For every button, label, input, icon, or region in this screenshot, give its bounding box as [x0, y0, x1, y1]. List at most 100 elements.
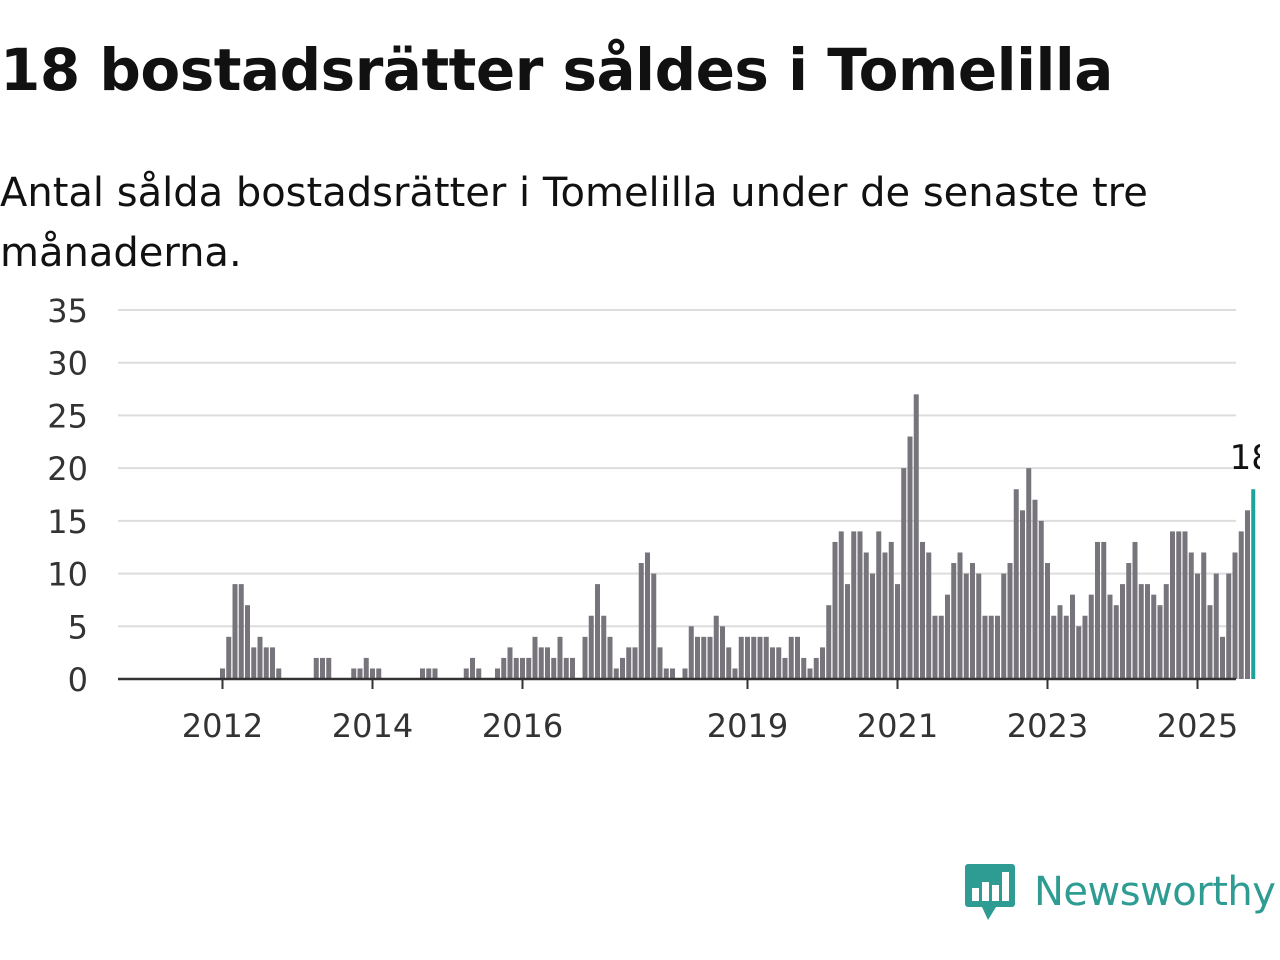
bar	[238, 584, 244, 679]
bar	[1176, 531, 1182, 679]
bar	[795, 636, 800, 679]
x-tick-label: 2021	[857, 707, 938, 745]
bar	[1170, 531, 1175, 679]
bar	[276, 668, 282, 679]
bar	[320, 657, 325, 679]
bar	[1182, 531, 1188, 679]
bar	[945, 594, 950, 679]
bar	[1126, 563, 1132, 679]
chart-subtitle: Antal sålda bostadsrätter i Tomelilla un…	[0, 170, 1148, 276]
bar	[757, 636, 763, 679]
bar	[663, 668, 669, 679]
bar	[507, 647, 513, 679]
bar	[226, 636, 232, 679]
highlight-value-label: 18	[1230, 438, 1260, 478]
bar	[1088, 594, 1094, 679]
bar	[670, 668, 675, 679]
bar	[1138, 584, 1144, 679]
x-tick-label: 2023	[1007, 707, 1088, 745]
bar	[626, 647, 632, 679]
bar	[595, 584, 600, 679]
bar	[601, 615, 607, 679]
bar	[545, 647, 550, 679]
bar	[901, 468, 907, 679]
bar	[701, 636, 707, 679]
bar	[1226, 573, 1232, 679]
bar	[651, 573, 657, 679]
y-tick-label: 35	[47, 292, 88, 330]
bar	[357, 668, 363, 679]
bar	[682, 668, 688, 679]
bar	[720, 626, 725, 679]
x-tick-label: 2012	[182, 707, 263, 745]
bar	[588, 615, 594, 679]
bar	[532, 636, 538, 679]
bar	[1095, 541, 1100, 679]
bar	[826, 605, 832, 679]
bar	[851, 531, 857, 679]
bar	[1163, 584, 1169, 679]
bar	[1132, 541, 1138, 679]
bar	[1070, 594, 1075, 679]
bar	[876, 531, 882, 679]
bar	[995, 615, 1000, 679]
bar	[476, 668, 482, 679]
bar	[1201, 552, 1207, 679]
bar	[863, 552, 869, 679]
bars	[220, 394, 1256, 679]
bar	[420, 668, 425, 679]
bar	[657, 647, 663, 679]
bar	[563, 657, 569, 679]
bar	[801, 657, 807, 679]
bar	[513, 657, 519, 679]
y-tick-label: 0	[68, 661, 88, 699]
bar	[313, 657, 319, 679]
bar	[982, 615, 988, 679]
bar	[1213, 573, 1219, 679]
bar	[820, 647, 825, 679]
bar	[376, 668, 382, 679]
bar	[707, 636, 713, 679]
bar	[245, 605, 250, 679]
bar	[1082, 615, 1088, 679]
bar	[1045, 563, 1050, 679]
bar	[770, 647, 775, 679]
bar	[732, 668, 738, 679]
bar	[1057, 605, 1063, 679]
bar	[1076, 626, 1082, 679]
bar	[526, 657, 532, 679]
newsworthy-brand: Newsworthy	[964, 862, 1276, 922]
y-tick-label: 15	[47, 503, 88, 541]
bar	[738, 636, 744, 679]
bar	[895, 584, 900, 679]
bar	[638, 563, 644, 679]
bar	[363, 657, 369, 679]
bar	[270, 647, 275, 679]
x-tick-label: 2025	[1157, 707, 1238, 745]
brand-name: Newsworthy	[1034, 869, 1276, 915]
bar	[1120, 584, 1125, 679]
x-tick-label: 2014	[332, 707, 413, 745]
bar	[1113, 605, 1119, 679]
bar	[495, 668, 500, 679]
bar	[1107, 594, 1113, 679]
bar	[963, 573, 969, 679]
bar	[551, 657, 557, 679]
bar	[976, 573, 982, 679]
bar	[582, 636, 588, 679]
bar	[688, 626, 694, 679]
bar	[1245, 510, 1250, 679]
bar	[970, 563, 975, 679]
bar	[470, 657, 475, 679]
bar	[1013, 489, 1019, 679]
bar	[776, 647, 782, 679]
bar	[763, 636, 769, 679]
bar	[832, 541, 838, 679]
bar	[1188, 552, 1194, 679]
bar	[920, 541, 925, 679]
bar	[1145, 584, 1150, 679]
bar	[432, 668, 438, 679]
bar	[870, 573, 875, 679]
bar	[1007, 563, 1013, 679]
